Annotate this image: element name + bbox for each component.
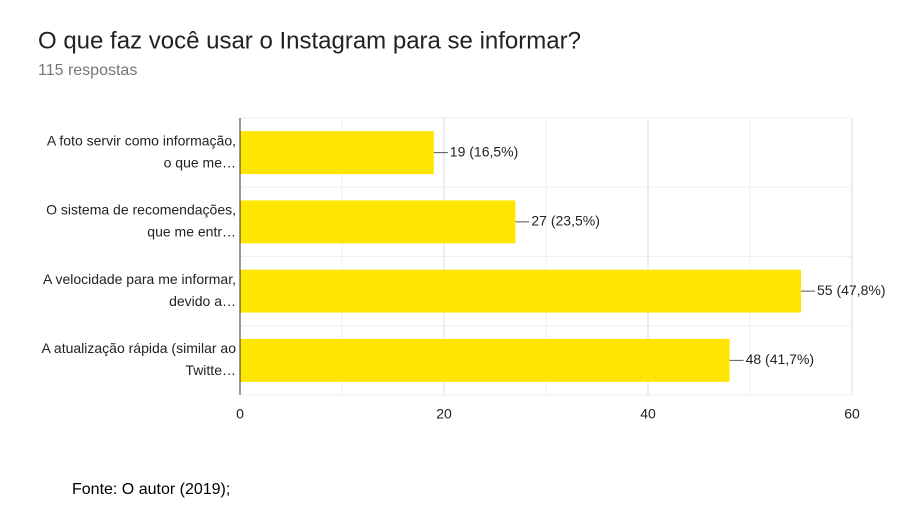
y-tick-label: O sistema de recomendações, <box>46 202 236 218</box>
y-tick-label: A velocidade para me informar, <box>43 271 236 287</box>
y-tick-label: A atualização rápida (similar ao <box>41 340 236 356</box>
chart-subtitle: 115 respostas <box>38 62 137 79</box>
x-tick-label: 20 <box>436 406 452 422</box>
bar <box>240 338 730 382</box>
footnote: Fonte: O autor (2019); <box>72 481 230 498</box>
y-tick-label: A foto servir como informação, <box>47 132 236 148</box>
chart-title: O que faz você usar o Instagram para se … <box>38 27 581 54</box>
value-label: 19 (16,5%) <box>450 143 518 159</box>
value-label: 27 (23,5%) <box>531 213 599 229</box>
value-label: 48 (41,7%) <box>746 351 814 367</box>
bar <box>240 200 516 244</box>
x-tick-label: 0 <box>236 406 244 422</box>
x-tick-label: 60 <box>844 406 860 422</box>
y-tick-label: Twitte… <box>185 362 236 378</box>
bar <box>240 269 801 313</box>
y-tick-label: devido a… <box>169 293 236 309</box>
x-tick-label: 40 <box>640 406 656 422</box>
bar <box>240 131 434 175</box>
y-tick-label: que me entr… <box>147 224 236 240</box>
y-tick-label: o que me… <box>164 154 236 170</box>
value-label: 55 (47,8%) <box>817 282 885 298</box>
